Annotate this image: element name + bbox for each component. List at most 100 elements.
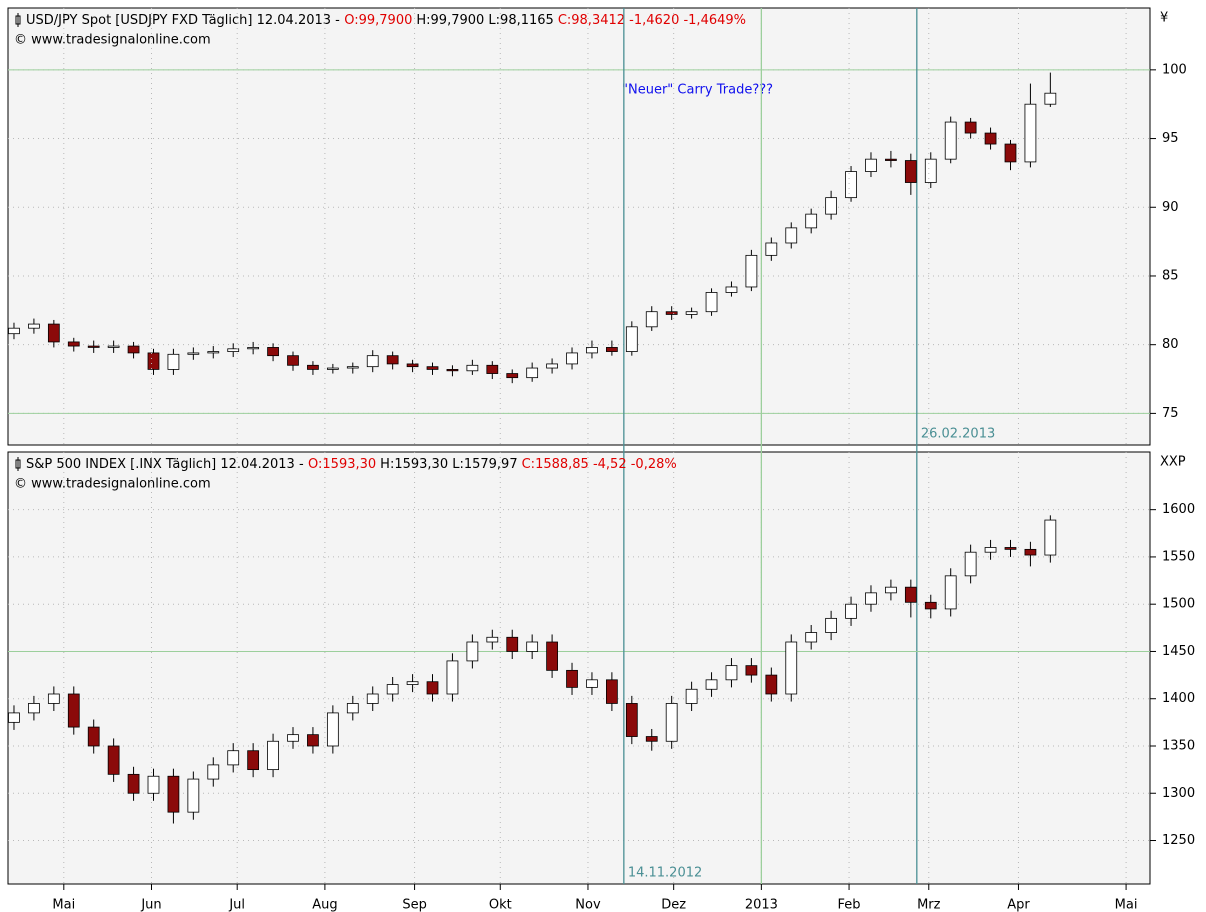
candle-body [28,323,40,329]
y-tick-label: 1450 [1162,644,1195,659]
candle-body [944,575,957,610]
candle-body [526,367,539,379]
panel [7,451,1151,885]
candle-body [87,726,100,747]
candle-body [705,679,718,690]
candle-body [685,311,698,315]
candle-body [885,586,897,594]
candle-body [865,158,877,172]
candle-body [904,586,917,603]
candle-body [865,592,877,605]
candle-body [805,632,818,643]
candle-body [446,660,459,695]
candle-body [47,323,60,343]
candle-body [346,366,359,369]
candle-body [904,160,917,183]
candle-body [167,353,180,370]
candle-body [645,311,658,328]
x-tick-label: Sep [402,898,427,912]
x-tick-label: Jul [228,898,245,912]
candle-body [366,693,379,704]
candle-body [1004,143,1017,163]
x-tick-label: 2013 [745,898,778,912]
candle-body [1044,92,1057,105]
y-tick-label: 100 [1162,62,1187,77]
candle-body [964,121,977,134]
legend-part: S&P 500 INDEX [.INX Täglich] 12.04.2013 … [26,457,304,472]
candle-body [187,352,200,355]
candle-body [307,734,319,747]
candle-body [665,703,678,742]
candle-body [1024,548,1037,556]
x-tick-label: Aug [312,898,337,912]
x-tick-label: Mrz [917,898,941,912]
candle-body [725,286,738,293]
candle-body [984,132,997,145]
candle-body [8,712,20,723]
candle-body [207,764,220,780]
candle-body [287,355,299,366]
candle-body [446,369,459,372]
candle-body [406,363,419,368]
candle-body [127,345,140,354]
source: © www.tradesignalonline.com [14,33,211,48]
legend-part: C:1588,85 -4,52 -0,28% [522,457,677,472]
candle-body [187,778,200,813]
candle-body [625,703,638,737]
candle-body [426,366,439,370]
candle-body [546,363,558,369]
candle-body [825,617,837,633]
source: © www.tradesignalonline.com [14,477,211,492]
candle-body [546,641,558,671]
y-tick-label: 1350 [1162,738,1195,753]
candle-body [745,665,758,676]
candle-body [725,665,738,681]
candle-body [944,121,957,160]
candle-body [506,636,519,652]
candle-body [107,745,120,775]
y-tick-label: 1250 [1162,833,1195,848]
unit-label: ¥ [1160,11,1168,26]
candle-body [326,367,339,370]
candle-body [287,734,299,742]
candle-body [964,551,977,577]
candle-body [1044,519,1057,556]
candle-body [167,775,180,813]
candle-body [406,681,419,685]
candle-body [87,345,100,348]
candle-body [486,364,499,374]
candle-body [845,171,857,199]
candle-body [67,341,80,347]
candle-body [227,348,240,352]
candle-body [765,674,778,695]
vertical-line-label: 14.11.2012 [628,866,702,881]
candle-body [785,641,798,695]
candle-body [466,364,479,372]
candle-body [705,292,718,313]
x-tick-label: Mai [52,898,75,912]
y-tick-label: 1550 [1162,549,1195,564]
candle-body [785,227,798,244]
legend-part: O:99,7900 [344,13,412,28]
candle-body [586,347,598,354]
candle-body [566,352,578,365]
legend-part: H:99,7900 L:98,1165 [416,13,553,28]
candle-body [147,775,160,794]
candle-body [366,355,379,368]
candle-body [247,347,260,350]
candle-body [386,684,399,695]
candle-body [685,688,698,704]
annotation: "Neuer" Carry Trade??? [622,83,773,98]
y-tick-label: 1500 [1162,597,1195,612]
candle-body [924,158,937,183]
legend: S&P 500 INDEX [.INX Täglich] 12.04.2013 … [26,457,677,472]
y-tick-label: 1300 [1162,786,1195,801]
candle-body [506,373,519,379]
candle-body [147,352,160,370]
candle-body [1024,103,1037,163]
candle-body [8,327,20,335]
candle-body [745,254,758,288]
candle-body [625,326,638,352]
candle-body [526,641,539,652]
candle-body [67,693,80,728]
